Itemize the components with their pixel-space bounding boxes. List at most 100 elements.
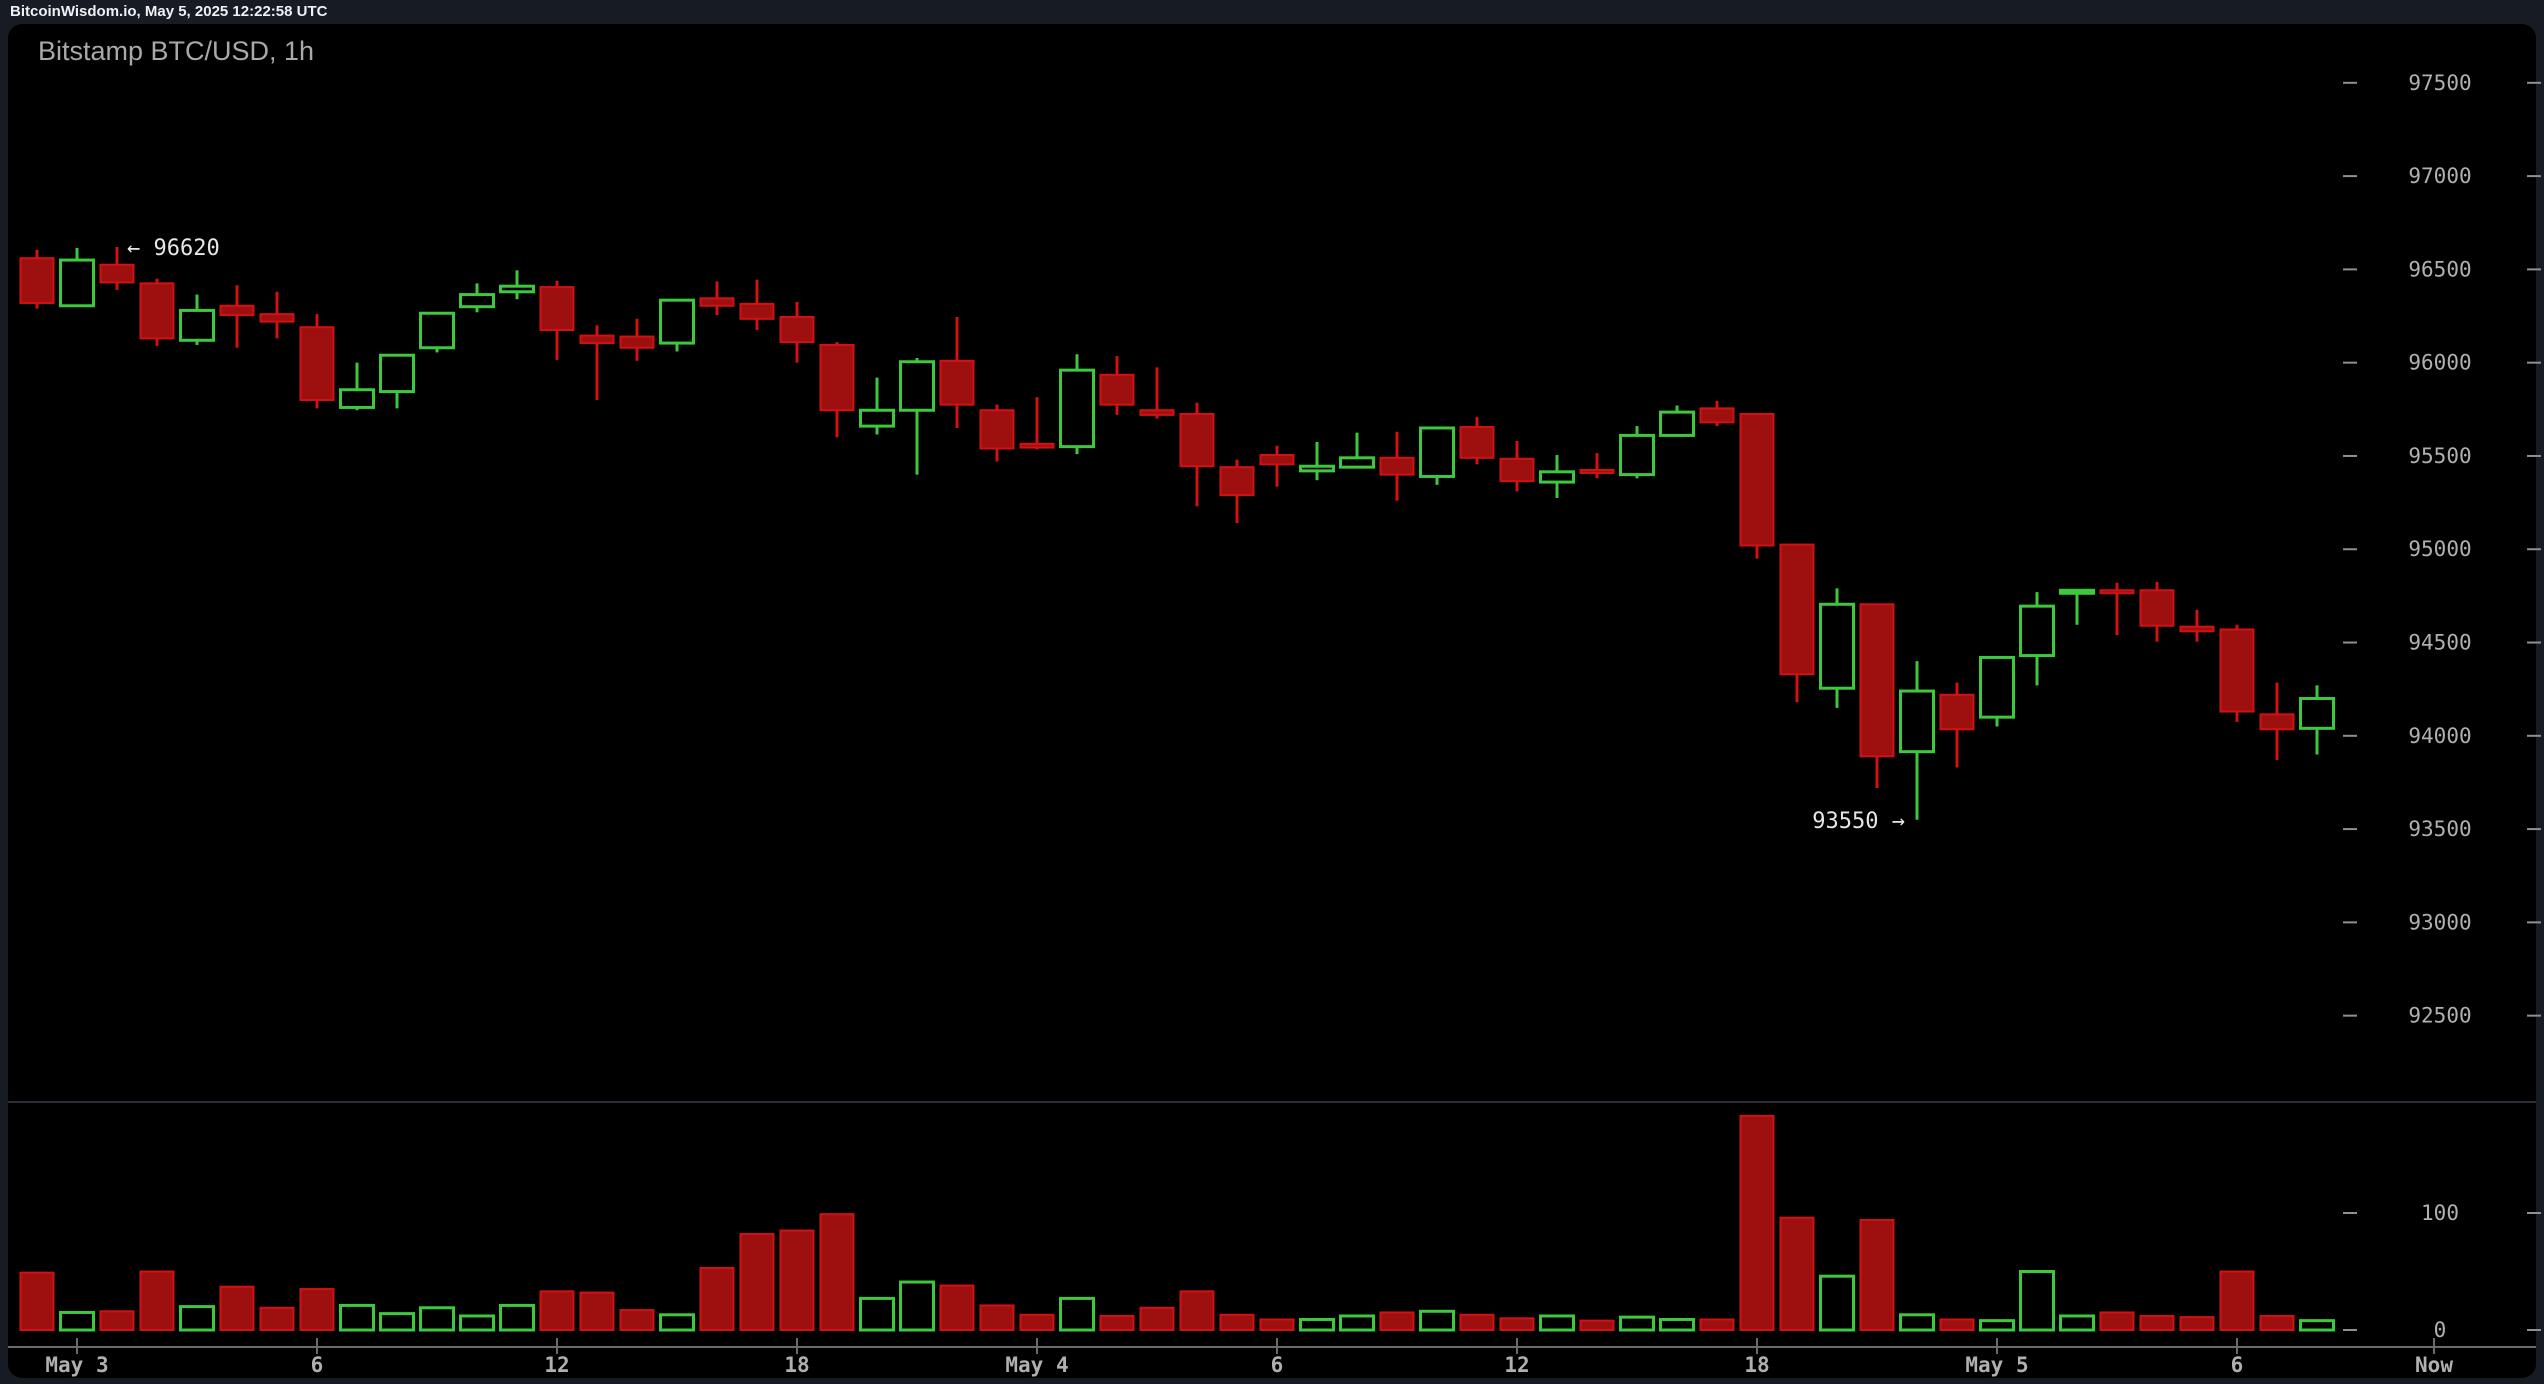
- volume-bar: [579, 1291, 615, 1332]
- candle-body: [1139, 409, 1175, 416]
- time-axis-label: May 4: [1005, 1353, 1068, 1377]
- candle-body: [979, 409, 1015, 450]
- candle-body: [1939, 693, 1975, 731]
- volume-bar: [1499, 1317, 1535, 1332]
- price-annotation: 93550 →: [1812, 809, 1905, 834]
- volume-bar: [139, 1270, 175, 1331]
- volume-bar: [699, 1266, 735, 1331]
- time-axis-label: 6: [311, 1353, 324, 1377]
- volume-bar: [459, 1314, 495, 1332]
- candle-body: [2259, 713, 2295, 731]
- volume-axis-label: 100: [2421, 1201, 2459, 1225]
- volume-bar: [1459, 1313, 1495, 1332]
- candle-body: [1859, 603, 1895, 758]
- volume-bar: [1299, 1317, 1335, 1332]
- candle-body: [859, 408, 895, 428]
- candle-body: [1699, 407, 1735, 424]
- candle-body: [139, 282, 175, 340]
- candle-body: [819, 343, 855, 412]
- candle-body: [299, 326, 335, 401]
- candle-body: [2139, 589, 2175, 627]
- candle-body: [19, 257, 55, 304]
- volume-bar: [1259, 1318, 1295, 1331]
- y-axis-label: 92500: [2408, 1004, 2471, 1028]
- candle-body: [2179, 625, 2215, 633]
- volume-bar: [1699, 1318, 1735, 1331]
- candle-body: [259, 313, 295, 323]
- chart-title: Bitstamp BTC/USD, 1h: [38, 36, 315, 66]
- candle-body: [339, 388, 375, 409]
- candle-body: [99, 263, 135, 284]
- candle-body: [1099, 373, 1135, 406]
- volume-bar: [379, 1312, 415, 1332]
- volume-bar: [659, 1313, 695, 1332]
- volume-bar: [1059, 1296, 1095, 1332]
- candle-body: [1179, 412, 1215, 468]
- volume-bar: [619, 1309, 655, 1331]
- volume-bar: [99, 1310, 135, 1332]
- volume-bar: [2139, 1314, 2175, 1331]
- price-annotation: ← 96620: [127, 236, 220, 261]
- volume-bar: [2219, 1270, 2255, 1331]
- y-axis-label: 97500: [2408, 71, 2471, 95]
- volume-bar: [179, 1305, 215, 1332]
- volume-bar: [419, 1306, 455, 1332]
- titlebar: BitcoinWisdom.io, May 5, 2025 12:22:58 U…: [0, 0, 2544, 24]
- volume-bar: [899, 1280, 935, 1332]
- volume-bar: [739, 1233, 775, 1332]
- time-axis-label: 6: [1271, 1353, 1284, 1377]
- candle-body: [59, 258, 95, 308]
- volume-bar: [1739, 1114, 1775, 1332]
- candle-body: [1619, 433, 1655, 477]
- candle-body: [179, 308, 215, 342]
- y-axis-label: 94500: [2408, 631, 2471, 655]
- volume-bar: [1899, 1313, 1935, 1332]
- time-axis-label: May 3: [45, 1353, 108, 1377]
- volume-bar: [1939, 1318, 1975, 1331]
- candle-body: [899, 360, 935, 412]
- candle-body: [2219, 628, 2255, 713]
- candle-body: [379, 353, 415, 394]
- volume-bar: [2299, 1319, 2335, 1332]
- candle-body: [1459, 426, 1495, 459]
- candle-body: [1339, 456, 1375, 469]
- volume-axis-label: 0: [2434, 1318, 2447, 1342]
- volume-bar: [1139, 1306, 1175, 1332]
- y-axis-label: 93000: [2408, 910, 2471, 934]
- candle-body: [579, 334, 615, 345]
- candle-body: [1419, 426, 1455, 478]
- volume-bar: [2019, 1270, 2055, 1332]
- y-axis-label: 96000: [2408, 351, 2471, 375]
- candle-body: [1579, 468, 1615, 474]
- candle-body: [1059, 368, 1095, 449]
- candle-body: [699, 297, 735, 307]
- candle-body: [739, 302, 775, 320]
- volume-bar: [2179, 1316, 2215, 1332]
- titlebar-text: BitcoinWisdom.io, May 5, 2025 12:22:58 U…: [10, 3, 328, 20]
- time-axis-label: 18: [1744, 1353, 1769, 1377]
- volume-bar: [539, 1290, 575, 1332]
- candle-body: [939, 359, 975, 406]
- candle-body: [419, 311, 455, 350]
- candle-body: [1979, 655, 2015, 719]
- volume-bar: [779, 1229, 815, 1332]
- candle-body: [1739, 412, 1775, 547]
- volume-bar: [819, 1213, 855, 1332]
- candle-body: [1539, 470, 1575, 484]
- volume-bar: [1819, 1274, 1855, 1332]
- time-axis-label: 18: [784, 1353, 809, 1377]
- candle-body: [2099, 589, 2135, 595]
- volume-bar: [1779, 1216, 1815, 1332]
- candle-body: [1219, 466, 1255, 497]
- volume-bar: [1019, 1313, 1055, 1332]
- volume-bar: [499, 1303, 535, 1332]
- volume-bar: [979, 1304, 1015, 1332]
- candle-body: [219, 304, 255, 317]
- chart-panel: [8, 24, 2536, 1378]
- candle-body: [659, 298, 695, 345]
- candle-body: [1019, 442, 1055, 449]
- volume-bar: [219, 1285, 255, 1331]
- volume-bar: [259, 1306, 295, 1332]
- candle-body: [779, 315, 815, 344]
